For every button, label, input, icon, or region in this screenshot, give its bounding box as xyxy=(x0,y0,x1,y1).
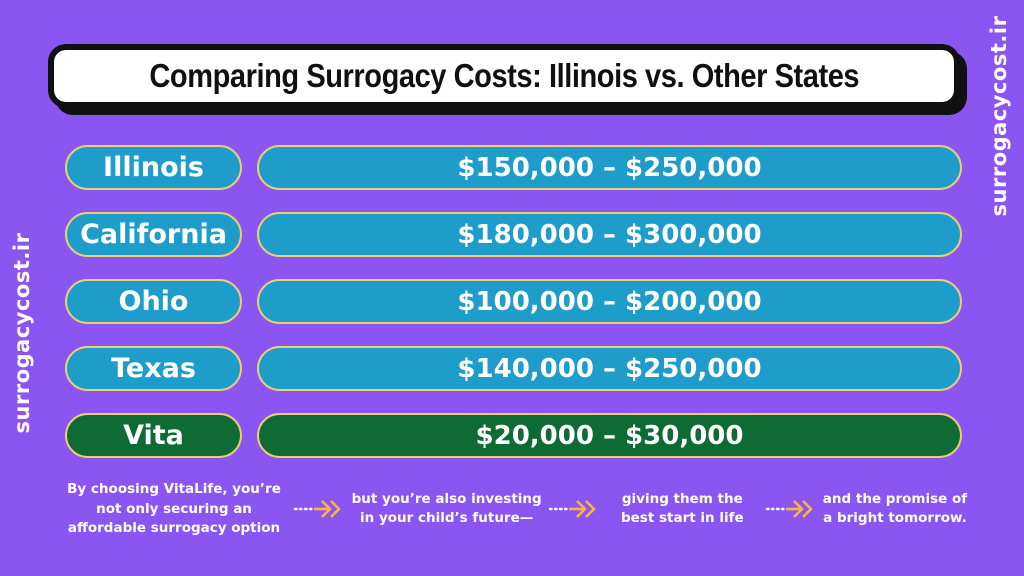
cost-value-texas: $140,000 – $250,000 xyxy=(257,346,962,391)
footer-segment-2: but you’re also investing in your child’… xyxy=(351,490,542,527)
watermark-right: surrogacycost.ir xyxy=(987,15,1011,217)
table-row: California $180,000 – $300,000 xyxy=(65,212,962,257)
footer-segment-4: and the promise of a bright tomorrow. xyxy=(822,490,968,527)
table-row: Texas $140,000 – $250,000 xyxy=(65,346,962,391)
dotted-arrow-icon xyxy=(548,494,600,524)
cost-value-california: $180,000 – $300,000 xyxy=(257,212,962,257)
table-row-highlight: Vita $20,000 – $30,000 xyxy=(65,413,962,458)
state-label-california: California xyxy=(65,212,242,257)
cost-value-vita: $20,000 – $30,000 xyxy=(257,413,962,458)
state-label-vita: Vita xyxy=(65,413,242,458)
footer-segment-1: By choosing VitaLife, you’re not only se… xyxy=(67,481,281,537)
footer-segment-3: giving them the best start in life xyxy=(620,490,744,527)
state-label-illinois: Illinois xyxy=(65,145,242,190)
title-banner: Comparing Surrogacy Costs: Illinois vs. … xyxy=(48,44,960,108)
cost-value-illinois: $150,000 – $250,000 xyxy=(257,145,962,190)
page-title: Comparing Surrogacy Costs: Illinois vs. … xyxy=(149,57,859,94)
dotted-arrow-icon xyxy=(765,494,817,524)
table-row: Illinois $150,000 – $250,000 xyxy=(65,145,962,190)
watermark-left: surrogacycost.ir xyxy=(10,232,34,434)
footer-narrative: By choosing VitaLife, you’re not only se… xyxy=(58,480,970,539)
comparison-table: Illinois $150,000 – $250,000 California … xyxy=(65,145,962,480)
state-label-texas: Texas xyxy=(65,346,242,391)
dotted-arrow-icon xyxy=(293,494,345,524)
cost-value-ohio: $100,000 – $200,000 xyxy=(257,279,962,324)
state-label-ohio: Ohio xyxy=(65,279,242,324)
table-row: Ohio $100,000 – $200,000 xyxy=(65,279,962,324)
